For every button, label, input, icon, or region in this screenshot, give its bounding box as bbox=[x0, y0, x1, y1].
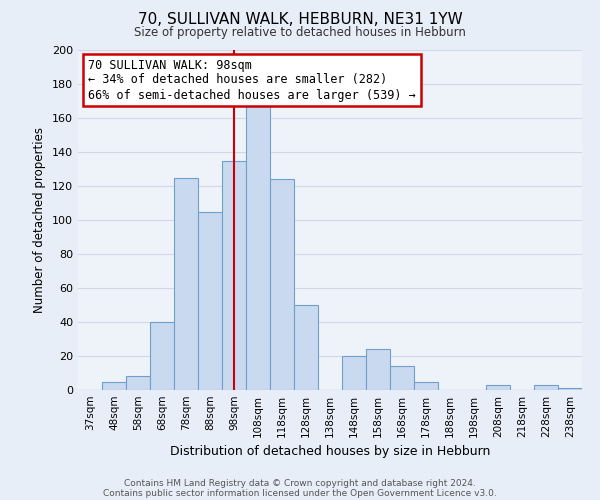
Text: Contains HM Land Registry data © Crown copyright and database right 2024.: Contains HM Land Registry data © Crown c… bbox=[124, 478, 476, 488]
Bar bbox=[246, 106, 270, 390]
X-axis label: Distribution of detached houses by size in Hebburn: Distribution of detached houses by size … bbox=[170, 446, 490, 458]
Text: 70 SULLIVAN WALK: 98sqm
← 34% of detached houses are smaller (282)
66% of semi-d: 70 SULLIVAN WALK: 98sqm ← 34% of detache… bbox=[88, 58, 416, 102]
Y-axis label: Number of detached properties: Number of detached properties bbox=[34, 127, 46, 313]
Bar bbox=[486, 385, 510, 390]
Text: Contains public sector information licensed under the Open Government Licence v3: Contains public sector information licen… bbox=[103, 488, 497, 498]
Bar bbox=[366, 349, 390, 390]
Bar bbox=[414, 382, 438, 390]
Bar bbox=[534, 385, 558, 390]
Bar bbox=[150, 322, 174, 390]
Bar bbox=[102, 382, 126, 390]
Text: Size of property relative to detached houses in Hebburn: Size of property relative to detached ho… bbox=[134, 26, 466, 39]
Bar bbox=[294, 305, 318, 390]
Bar bbox=[558, 388, 582, 390]
Bar bbox=[342, 356, 366, 390]
Bar bbox=[270, 179, 294, 390]
Bar bbox=[126, 376, 150, 390]
Text: 70, SULLIVAN WALK, HEBBURN, NE31 1YW: 70, SULLIVAN WALK, HEBBURN, NE31 1YW bbox=[137, 12, 463, 28]
Bar bbox=[198, 212, 222, 390]
Bar bbox=[222, 160, 246, 390]
Bar bbox=[390, 366, 414, 390]
Bar bbox=[174, 178, 198, 390]
